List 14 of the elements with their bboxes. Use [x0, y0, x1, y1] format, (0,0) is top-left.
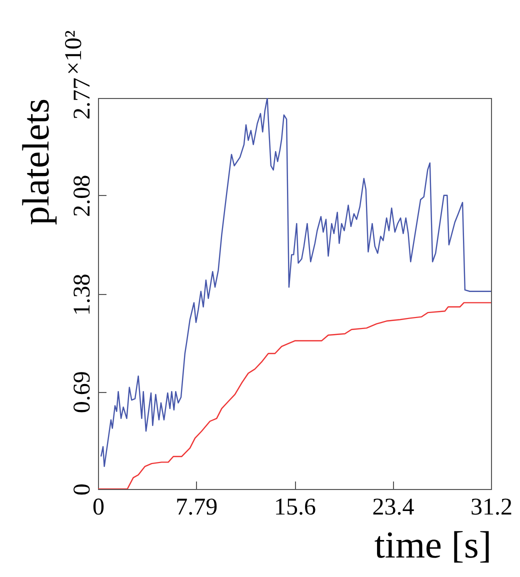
x-axis-title: time [s]: [374, 524, 492, 566]
y-tick-label: 2.08: [70, 174, 96, 217]
line-series: [100, 98, 491, 468]
x-tick-label: 31.2: [470, 494, 512, 520]
x-tick-label: 15.6: [274, 494, 316, 520]
y-tick-label: 2.77: [70, 78, 96, 120]
y-tick-label: 0.69: [70, 371, 96, 414]
line-series: [98, 302, 491, 489]
x-tick-label: 23.4: [372, 494, 414, 520]
y-tick-label: 0: [70, 484, 96, 496]
text: ×10²: [61, 30, 87, 75]
x-tick-label: 7.79: [176, 494, 218, 520]
y-axis-title: platelets: [16, 98, 58, 226]
y-tick-label: 1.38: [70, 274, 96, 316]
